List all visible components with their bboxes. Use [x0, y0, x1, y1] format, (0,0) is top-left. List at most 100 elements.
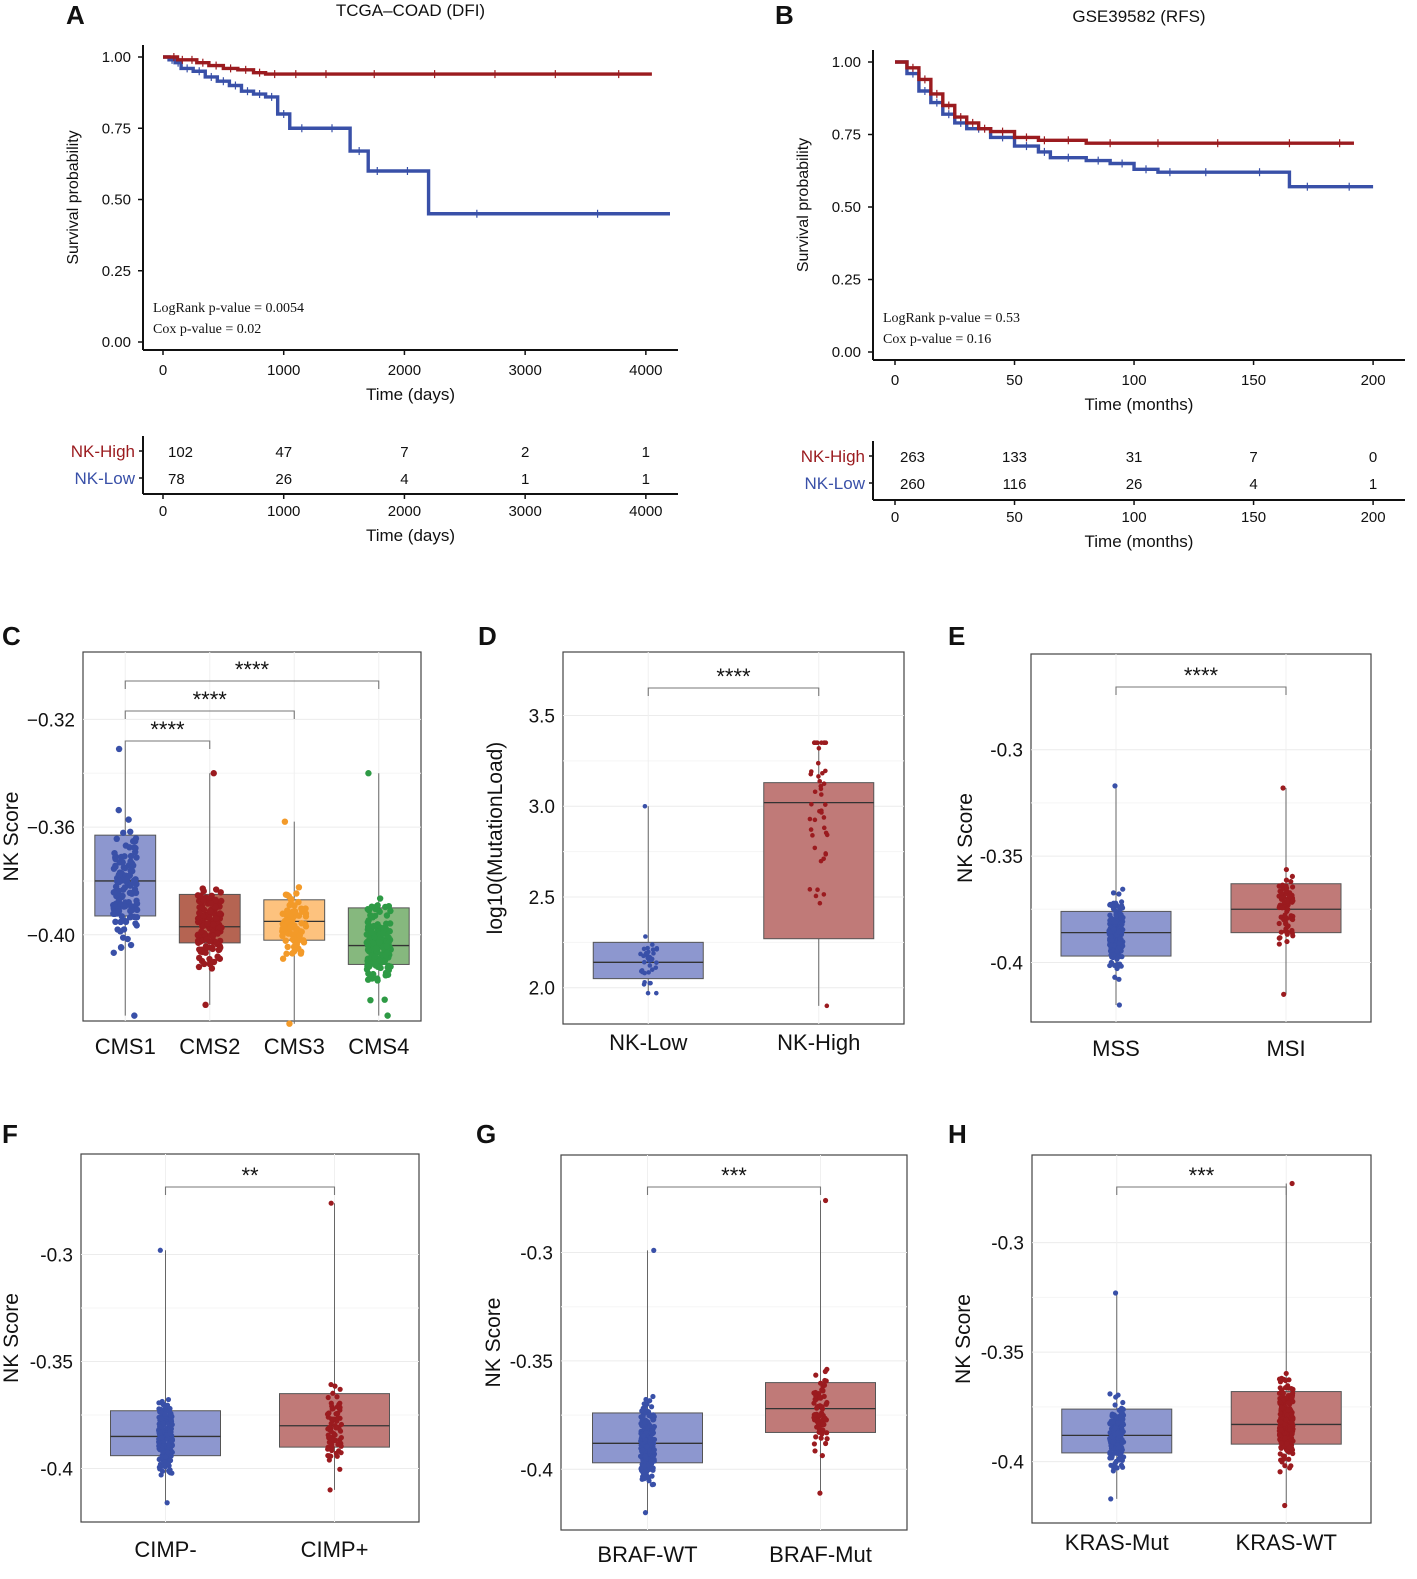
- data-point: [650, 942, 655, 947]
- data-point: [279, 955, 287, 962]
- data-point: [1112, 974, 1118, 980]
- data-point: [813, 893, 819, 899]
- data-point: [194, 918, 202, 926]
- panel-letter-a: A: [66, 0, 85, 30]
- data-point: [1289, 1430, 1295, 1436]
- data-point: [824, 1003, 830, 1009]
- data-point: [206, 908, 214, 915]
- risk-count: 4: [1249, 476, 1257, 493]
- data-point: [1107, 929, 1113, 935]
- risk-count: 1: [521, 471, 529, 488]
- significance-bracket: [124, 680, 380, 689]
- data-point: [1288, 1412, 1294, 1418]
- risk-x-tick-label: 100: [1122, 509, 1147, 526]
- data-point: [651, 1416, 657, 1423]
- data-point: [386, 920, 394, 927]
- data-point: [167, 1431, 173, 1437]
- data-point: [162, 1411, 168, 1417]
- data-point: [133, 922, 140, 929]
- data-point: [818, 786, 824, 792]
- risk-count: 26: [1126, 476, 1143, 493]
- data-point: [811, 1441, 817, 1447]
- data-point: [329, 1444, 335, 1450]
- y-tick-label: 2.0: [529, 979, 555, 1000]
- data-point: [366, 963, 373, 970]
- data-point: [1115, 1430, 1121, 1436]
- data-point: [819, 1404, 825, 1410]
- data-point: [157, 1430, 163, 1436]
- data-point: [337, 1386, 343, 1392]
- significance-bracket: [124, 710, 295, 719]
- data-point: [383, 942, 390, 950]
- data-point: [1290, 898, 1296, 904]
- data-point: [196, 909, 203, 916]
- data-point: [164, 1500, 170, 1506]
- y-axis-label: log10(MutationLoad): [484, 742, 507, 935]
- data-point: [642, 803, 648, 809]
- data-point: [1107, 902, 1113, 908]
- data-point: [1289, 1394, 1295, 1400]
- plot-frame: [560, 1154, 908, 1531]
- risk-count: 133: [1002, 449, 1027, 466]
- data-point: [812, 817, 818, 823]
- y-tick-label: 1.00: [832, 54, 861, 71]
- data-point: [119, 934, 127, 941]
- data-point: [1107, 1449, 1113, 1455]
- y-tick-label: -0.4: [40, 1460, 73, 1481]
- data-point: [820, 1427, 826, 1433]
- plot-frame: [1031, 1154, 1372, 1524]
- risk-count: 26: [275, 471, 292, 488]
- data-point: [204, 944, 212, 951]
- data-point: [1115, 1420, 1121, 1426]
- data-point: [811, 1400, 817, 1406]
- risk-x-axis-label: Time (days): [366, 526, 455, 545]
- risk-row-label-nk-low: NK-Low: [75, 469, 136, 488]
- risk-x-tick-label: 4000: [629, 503, 662, 520]
- data-point: [384, 949, 391, 957]
- data-point: [328, 1420, 334, 1427]
- data-point: [1114, 956, 1120, 962]
- data-point: [364, 923, 372, 931]
- data-point: [1116, 929, 1122, 935]
- data-point: [1285, 906, 1291, 912]
- x-tick-label: 50: [1006, 372, 1023, 389]
- data-point: [195, 963, 203, 971]
- data-point: [1110, 1468, 1116, 1474]
- data-point: [1116, 940, 1123, 946]
- y-tick-label: -0.4: [991, 1453, 1024, 1474]
- data-point: [653, 965, 659, 970]
- data-point: [816, 745, 822, 751]
- data-point: [115, 806, 122, 814]
- data-point: [813, 1434, 819, 1440]
- data-point: [819, 1452, 825, 1459]
- significance-label: ****: [716, 664, 751, 689]
- y-tick-label: 0.00: [102, 334, 131, 351]
- data-point: [822, 802, 828, 807]
- data-point: [1114, 1465, 1120, 1471]
- category-label-nk-low: NK-Low: [609, 1030, 687, 1055]
- risk-x-tick-label: 0: [891, 509, 899, 526]
- data-point: [1285, 1407, 1291, 1413]
- data-point: [646, 1478, 652, 1484]
- significance-label: ***: [721, 1163, 747, 1188]
- cox-annotation: Cox p-value = 0.02: [153, 322, 261, 337]
- data-point: [1119, 902, 1125, 909]
- data-point: [168, 1422, 174, 1428]
- risk-count: 263: [900, 449, 925, 466]
- y-tick-label: 0.50: [832, 199, 861, 216]
- data-point: [642, 1403, 649, 1409]
- data-point: [383, 912, 391, 919]
- data-point: [646, 970, 651, 975]
- data-point: [287, 930, 295, 938]
- data-point: [650, 1467, 656, 1473]
- data-point: [370, 922, 378, 930]
- risk-count: 47: [275, 444, 292, 461]
- data-point: [819, 1387, 825, 1393]
- data-point: [819, 740, 824, 746]
- category-label-nk-high: NK-High: [777, 1030, 860, 1055]
- category-label-kras-mut: KRAS-Mut: [1065, 1530, 1169, 1555]
- data-point: [293, 941, 300, 948]
- data-point: [1117, 1452, 1123, 1458]
- risk-row-label-nk-high: NK-High: [801, 447, 865, 466]
- data-point: [821, 781, 827, 787]
